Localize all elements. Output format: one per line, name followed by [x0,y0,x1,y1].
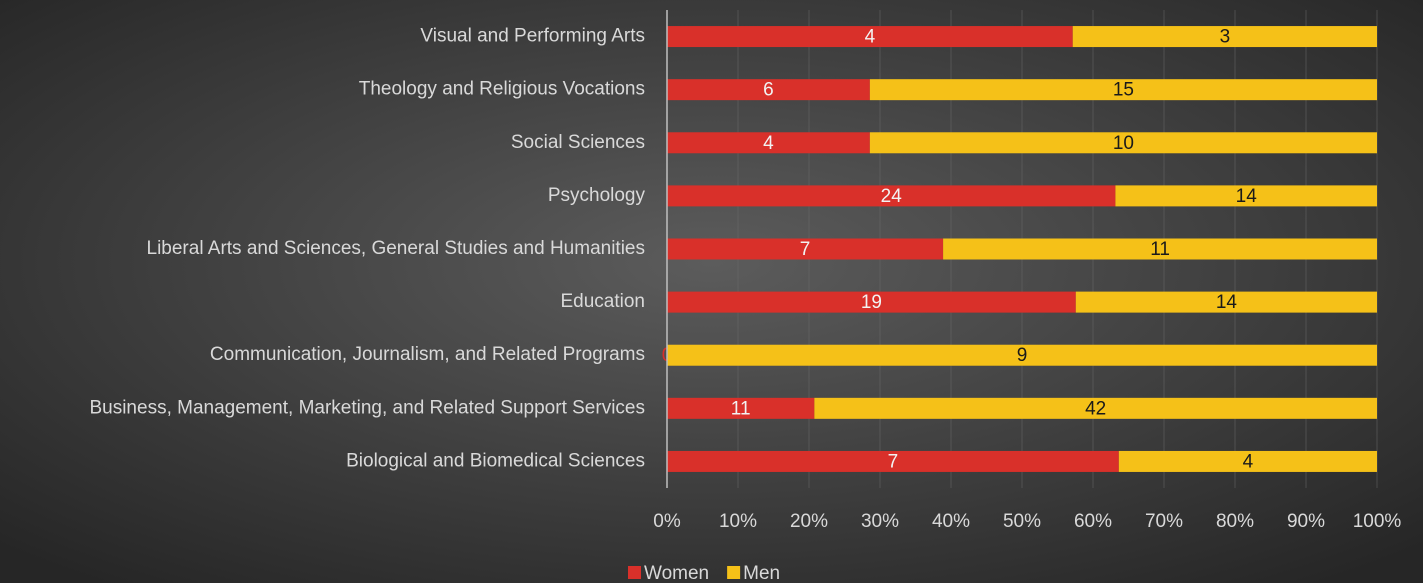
data-label: 3 [1220,27,1231,48]
data-label: 19 [861,292,882,313]
bar-segment [667,344,1377,366]
x-tick-label: 60% [1074,511,1112,532]
x-tick-label: 40% [932,511,970,532]
legend-swatch [727,566,741,579]
y-tick-label: Education [560,291,645,312]
x-tick-label: 80% [1216,511,1254,532]
y-tick-label: Communication, Journalism, and Related P… [210,344,645,365]
x-tick-label: 50% [1003,511,1041,532]
bar-segment [1115,185,1377,207]
data-label: 24 [881,186,903,207]
bar-segment [869,79,1377,101]
x-tick-label: 20% [790,511,828,532]
x-tick-label: 70% [1145,511,1183,532]
bar-segment [667,26,1073,48]
bar-segment [667,397,815,419]
data-label: 14 [1236,186,1258,207]
bar-segment [943,238,1377,260]
y-tick-label: Social Sciences [511,132,645,153]
y-tick-label: Psychology [548,185,646,206]
y-tick-label: Liberal Arts and Sciences, General Studi… [147,238,646,259]
data-label: 14 [1216,292,1238,313]
bar-segment [667,291,1076,313]
x-tick-label: 0% [653,511,681,532]
x-tick-label: 10% [719,511,757,532]
data-label: 10 [1113,133,1134,154]
data-label: 42 [1085,398,1106,419]
data-label: 7 [888,451,899,472]
data-label: 7 [800,239,811,260]
y-tick-label: Theology and Religious Vocations [359,79,645,100]
bar-segment [869,132,1377,154]
legend-label: Men [743,563,780,583]
data-label: 6 [763,80,774,101]
data-label: 11 [1150,239,1170,260]
bar-segment [814,397,1377,419]
legend-swatch [628,566,641,579]
bar-segment [667,450,1119,472]
data-label: 11 [731,398,751,419]
data-label: 9 [1017,345,1028,366]
data-label: 4 [865,27,876,48]
x-tick-label: 90% [1287,511,1325,532]
bar-segment [667,79,870,101]
y-tick-label: Visual and Performing Arts [420,26,645,47]
legend-label: Women [644,563,709,583]
x-tick-label: 100% [1353,511,1402,532]
y-tick-label: Biological and Biomedical Sciences [346,450,645,471]
bar-segment [667,238,944,260]
bar-segment [1072,26,1377,48]
data-label: 15 [1113,80,1134,101]
bar-segment [1118,450,1377,472]
x-tick-label: 30% [861,511,899,532]
data-label: 4 [763,133,774,154]
bar-segment [667,185,1116,207]
y-tick-label: Business, Management, Marketing, and Rel… [89,397,645,418]
bar-segment [667,132,870,154]
data-label: 4 [1243,451,1254,472]
bar-segment [1075,291,1377,313]
